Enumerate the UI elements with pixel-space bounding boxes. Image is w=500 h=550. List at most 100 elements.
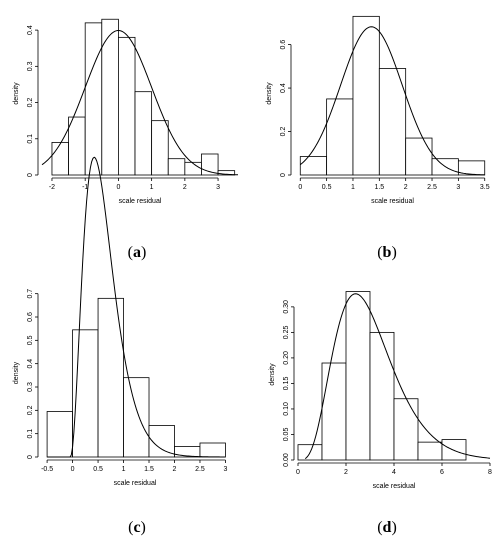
x-tick-label: 2.5 <box>427 184 437 191</box>
panel-caption: (c) <box>128 519 146 536</box>
y-tick-label: 0.2 <box>280 127 287 137</box>
y-tick-label: 0 <box>280 173 287 177</box>
x-tick-label: 1 <box>351 184 355 191</box>
histogram-panel-d: 0 2 4 6 8 0.00 0.05 0.10 0.15 0.20 0.25 0.30 scale r… <box>269 291 492 536</box>
panel-caption: (a) <box>128 244 147 261</box>
x-tick-label: 3 <box>223 466 227 473</box>
y-tick-label: 0.6 <box>27 312 34 322</box>
y-tick-label: 0.2 <box>27 405 34 415</box>
histogram-bar <box>118 36 136 176</box>
histogram-bar <box>72 329 99 458</box>
x-tick-label: 3 <box>216 184 220 191</box>
histogram-bar <box>167 158 186 176</box>
panel-caption-letter: c <box>133 519 140 536</box>
panel-caption-letter: a <box>133 244 141 261</box>
histogram-bar <box>326 98 354 176</box>
x-tick-label: 4 <box>392 469 396 476</box>
histogram-bar <box>174 446 201 458</box>
histogram-bar <box>352 15 380 176</box>
x-tick-label: 1.5 <box>374 184 384 191</box>
y-tick-label: 0.5 <box>27 335 34 345</box>
x-tick-label: 2 <box>173 466 177 473</box>
x-tick-label: 0 <box>298 184 302 191</box>
y-tick-label: 0.1 <box>27 429 34 439</box>
y-tick-label: 0 <box>27 455 34 459</box>
histogram-bar <box>148 425 175 458</box>
x-tick-label: -0.5 <box>41 466 53 473</box>
x-tick-label: 0 <box>71 466 75 473</box>
panel-caption: (d) <box>377 519 397 536</box>
x-tick-label: 2 <box>344 469 348 476</box>
x-axis-title: scale residual <box>119 198 162 205</box>
histogram-bar <box>134 91 153 176</box>
y-tick-label: 0.10 <box>283 402 290 416</box>
x-tick-label: 6 <box>440 469 444 476</box>
density-curve <box>41 30 239 176</box>
x-tick-label: 0 <box>116 184 120 191</box>
density-curve <box>299 26 485 176</box>
histogram-bar <box>201 153 219 176</box>
x-tick-label: 3 <box>456 184 460 191</box>
histogram-bar <box>417 441 443 461</box>
density-curve <box>304 293 491 460</box>
histogram-bar <box>345 291 371 461</box>
histogram-bar <box>84 22 103 176</box>
histogram-bar <box>46 411 73 458</box>
y-tick-label: 0.30 <box>283 300 290 314</box>
histogram-panel-c: -0.5 0 0.5 1 1.5 2 2.5 3 0 0.1 0.2 0.3 0.4 0.5 0.6 0.7 s… <box>13 156 227 536</box>
x-axis-title: scale residual <box>114 480 157 487</box>
x-tick-label: 1 <box>150 184 154 191</box>
y-axis-title: density <box>13 82 20 105</box>
x-tick-label: 0.5 <box>322 184 332 191</box>
y-tick-label: 0.1 <box>27 134 34 144</box>
panel-caption: (b) <box>377 244 397 261</box>
x-axis-title: scale residual <box>371 198 414 205</box>
y-tick-label: 0.25 <box>283 325 290 339</box>
histogram-bar <box>457 160 486 176</box>
x-tick-label: 0 <box>296 469 300 476</box>
x-tick-label: 2.5 <box>195 466 205 473</box>
histogram-bar <box>68 116 86 176</box>
histogram-bar <box>378 68 407 176</box>
histogram-bar <box>299 156 328 176</box>
histogram-bar <box>151 120 169 176</box>
y-tick-label: 0.3 <box>27 61 34 71</box>
histogram-bar <box>369 331 395 461</box>
y-axis-title: density <box>269 363 276 386</box>
histogram-bar <box>321 362 347 461</box>
y-tick-label: 0.05 <box>283 428 290 442</box>
x-tick-label: 3.5 <box>480 184 490 191</box>
y-tick-label: 0.4 <box>27 359 34 369</box>
x-tick-label: 2 <box>183 184 187 191</box>
x-tick-label: -1 <box>82 184 88 191</box>
y-tick-label: 0.2 <box>27 98 34 108</box>
y-tick-label: 0.00 <box>283 453 290 467</box>
histogram-bar <box>217 170 236 176</box>
panel-caption-letter: b <box>383 244 392 261</box>
y-tick-label: 0.4 <box>280 83 287 93</box>
density-curve <box>47 156 226 458</box>
x-tick-label: -2 <box>49 184 55 191</box>
histogram-bar <box>199 442 226 458</box>
histogram-bar <box>123 377 150 458</box>
y-tick-label: 0.7 <box>27 289 34 299</box>
y-tick-label: 0.15 <box>283 377 290 391</box>
y-tick-label: 0 <box>27 173 34 177</box>
histogram-panel-b: 0 0.5 1 1.5 2 2.5 3 3.5 0 0.2 0.4 0.6 scale residual… <box>266 15 490 261</box>
x-tick-label: 8 <box>488 469 492 476</box>
histogram-panel-a: -2 -1 0 1 2 3 0 0.1 0.2 0.3 0.4 scale residual densi… <box>13 18 239 261</box>
histogram-bar <box>184 161 202 176</box>
y-tick-label: 0.20 <box>283 351 290 365</box>
y-axis-title: density <box>13 361 20 384</box>
histogram-bar <box>51 141 69 176</box>
histogram-bar <box>441 439 467 461</box>
y-tick-label: 0.4 <box>27 25 34 35</box>
y-axis-title: density <box>266 82 273 105</box>
x-axis-title: scale residual <box>373 483 416 490</box>
histogram-bar <box>405 137 433 176</box>
histogram-bar <box>393 398 419 461</box>
x-tick-label: 1 <box>122 466 126 473</box>
y-tick-label: 0.3 <box>27 382 34 392</box>
y-tick-label: 0.6 <box>280 40 287 50</box>
x-tick-label: 2 <box>404 184 408 191</box>
